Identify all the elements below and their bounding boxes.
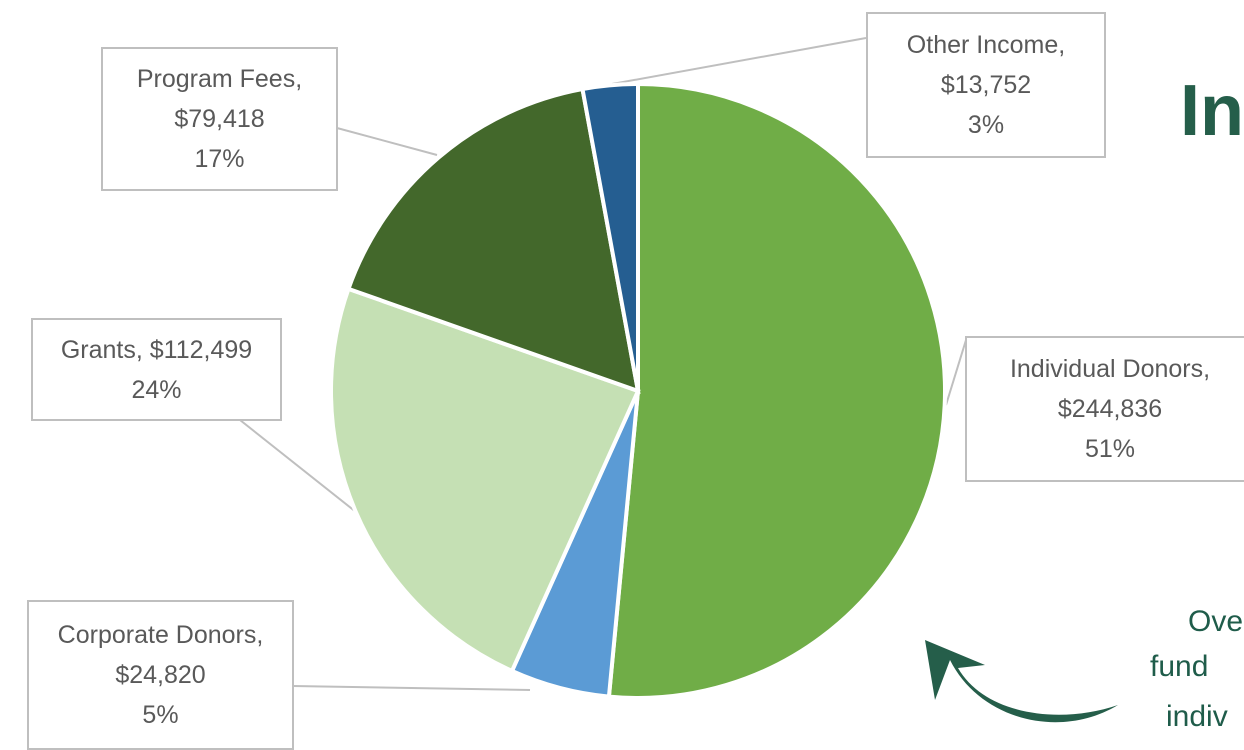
leader-line	[292, 685, 531, 691]
leader-line	[611, 37, 867, 85]
data-label: Grants, $112,499 24%	[31, 318, 282, 421]
value-label: $24,820	[115, 661, 206, 689]
data-label: Individual Donors, $244,836 51%	[965, 336, 1244, 482]
category-label: Program Fees,	[136, 65, 303, 93]
pie	[329, 81, 947, 700]
annotation: fund	[1150, 650, 1209, 683]
category-label: Other Income,	[906, 31, 1066, 59]
annotation: Ove	[1188, 605, 1244, 638]
category-label: Grants,	[60, 335, 143, 364]
percent-label: 3%	[967, 111, 1005, 139]
category-label: Individual Donors,	[1009, 355, 1211, 383]
pie-slice	[580, 81, 640, 392]
pie-slice	[329, 286, 641, 674]
value-label: $79,418	[174, 105, 265, 133]
category-label: Corporate Donors,	[57, 621, 264, 649]
percent-label: 51%	[1084, 435, 1136, 463]
value-label: $112,499	[149, 335, 253, 364]
leader-line	[336, 127, 438, 156]
pie-slice	[345, 86, 641, 395]
data-label: Program Fees, $79,418 17%	[101, 47, 338, 191]
percent-label: 17%	[194, 145, 245, 173]
data-label: Corporate Donors, $24,820 5%	[27, 600, 294, 750]
percent-label: 24%	[131, 375, 182, 404]
percent-label: 5%	[142, 701, 179, 729]
arrow	[925, 640, 1118, 723]
data-label: Other Income, $13,752 3%	[866, 12, 1106, 158]
leader-line	[945, 339, 967, 406]
value-label: $13,752	[940, 71, 1032, 99]
value-label: $244,836	[1057, 395, 1163, 423]
title: In	[1180, 71, 1244, 151]
pie-slice	[606, 81, 947, 700]
leader-line	[170, 419, 357, 513]
annotation: indiv	[1166, 700, 1228, 733]
